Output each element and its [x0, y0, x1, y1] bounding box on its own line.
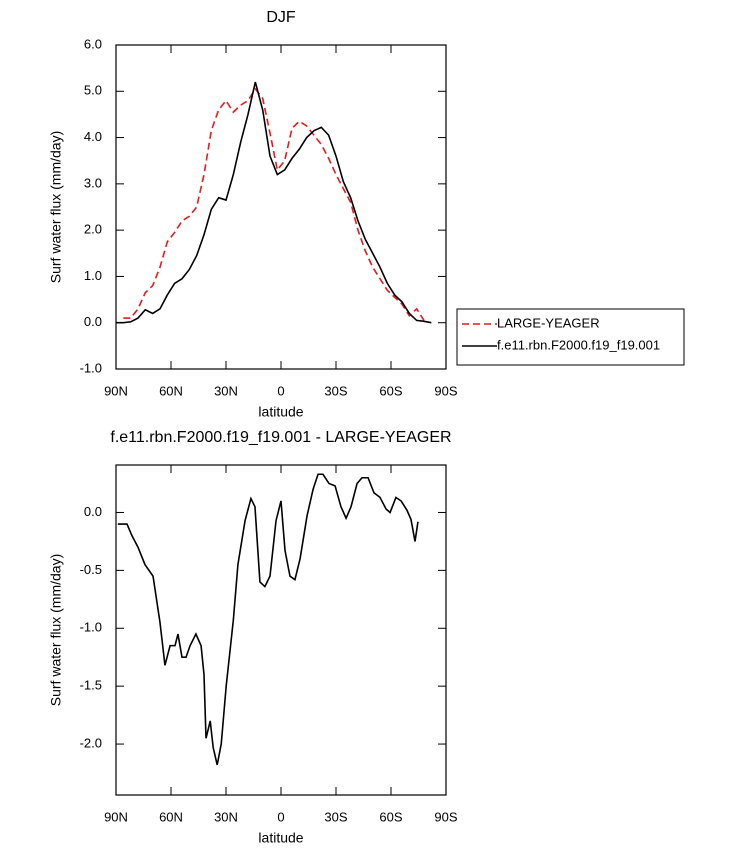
x-tick-label: 90S	[434, 809, 457, 824]
data-line	[116, 81, 432, 324]
x-tick-label: 0	[277, 809, 284, 824]
y-tick-label: 2.0	[84, 222, 102, 237]
x-tick-label: 60N	[159, 383, 183, 398]
y-tick-label: 4.0	[84, 129, 102, 144]
y-tick-label: -0.5	[80, 562, 102, 577]
legend-label: LARGE-YEAGER	[497, 315, 600, 330]
x-tick-label: 60S	[379, 809, 402, 824]
x-axis-label: latitude	[258, 830, 303, 846]
data-line	[123, 87, 425, 321]
y-tick-label: -1.0	[80, 360, 102, 375]
legend-label: f.e11.rbn.F2000.f19_f19.001	[497, 337, 660, 352]
y-tick-label: 3.0	[84, 175, 102, 190]
x-axis-label: latitude	[258, 404, 303, 420]
y-tick-label: -1.5	[80, 678, 102, 693]
y-axis-label: Surf water flux (mm/day)	[48, 131, 64, 283]
y-tick-label: 0.0	[84, 314, 102, 329]
y-tick-label: 1.0	[84, 268, 102, 283]
x-tick-label: 30N	[214, 383, 238, 398]
x-tick-label: 90S	[434, 383, 457, 398]
x-tick-label: 60N	[159, 809, 183, 824]
chart-title: DJF	[266, 9, 296, 26]
data-line	[117, 473, 419, 766]
x-tick-label: 90N	[104, 809, 128, 824]
chart-title: f.e11.rbn.F2000.f19_f19.001 - LARGE-YEAG…	[110, 429, 451, 446]
x-tick-label: 30S	[324, 383, 347, 398]
x-tick-label: 30N	[214, 809, 238, 824]
y-tick-label: 0.0	[84, 504, 102, 519]
x-tick-label: 90N	[104, 383, 128, 398]
x-tick-label: 0	[277, 383, 284, 398]
y-tick-label: 5.0	[84, 83, 102, 98]
legend-box	[456, 308, 685, 366]
plot-frame	[115, 464, 447, 796]
y-tick-label: -2.0	[80, 735, 102, 750]
x-tick-label: 30S	[324, 809, 347, 824]
plot-frame	[115, 44, 447, 370]
x-tick-label: 60S	[379, 383, 402, 398]
y-tick-label: -1.0	[80, 620, 102, 635]
y-tick-label: 6.0	[84, 36, 102, 51]
y-axis-label: Surf water flux (mm/day)	[48, 554, 64, 706]
